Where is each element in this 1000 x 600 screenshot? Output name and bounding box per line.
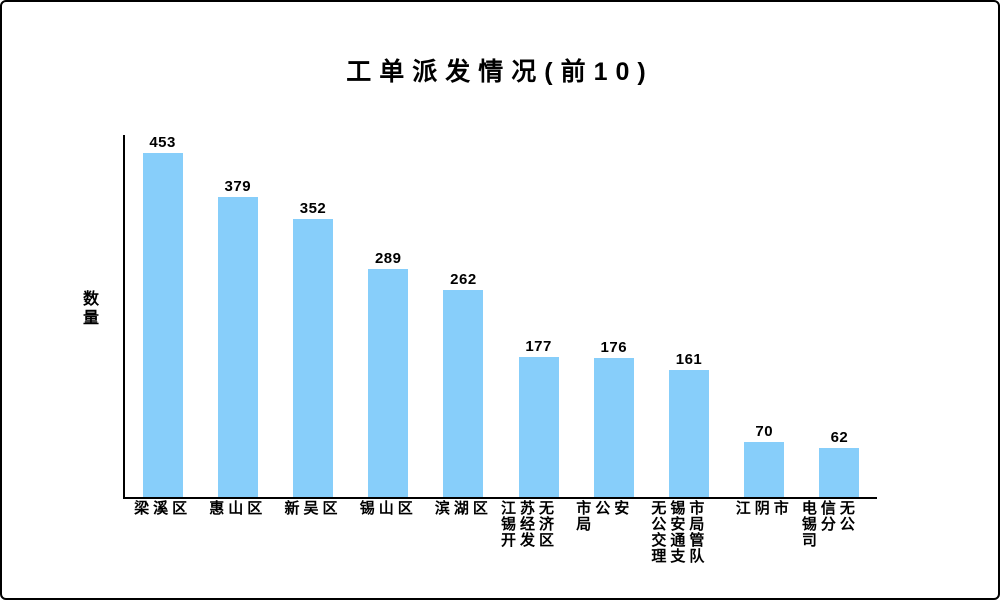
x-axis-label: 锡山区	[359, 500, 417, 517]
x-axis-label: 惠山区	[209, 500, 267, 517]
bar	[293, 219, 333, 497]
bar-slot: 62	[802, 135, 877, 497]
x-axis-label-cell: 电信无锡分公司	[802, 501, 877, 549]
x-axis-label-cell: 梁溪区	[125, 501, 200, 517]
x-axis-label: 江阴市	[735, 500, 793, 517]
x-axis-label: 梁溪区	[134, 500, 192, 517]
bar-slot: 352	[275, 135, 350, 497]
bar-value-label: 453	[149, 134, 176, 151]
x-axis-label: 新吴区	[284, 500, 342, 517]
x-axis-label-cell: 江苏无锡经济开发区	[501, 501, 576, 549]
bar-value-label: 70	[755, 423, 774, 440]
x-axis-label-cell: 市公安局	[576, 501, 651, 533]
bar	[669, 370, 710, 497]
bar-value-label: 177	[525, 338, 552, 355]
plot-area: 453 379 352 289 262 177 176 161 70 62	[123, 135, 877, 499]
bar	[744, 442, 785, 497]
bar-value-label: 176	[600, 339, 628, 356]
y-axis-label: 数量	[82, 291, 99, 327]
x-axis-label-cell: 滨湖区	[426, 501, 501, 517]
bar-slot: 161	[651, 135, 726, 497]
x-axis-label: 滨湖区	[434, 500, 492, 517]
bar	[593, 358, 634, 497]
bar-value-label: 62	[830, 429, 849, 446]
x-axis-label: 无锡市公安局交通管理支队	[651, 500, 709, 565]
bar-slot: 453	[125, 135, 200, 497]
x-axis-label: 电信无锡分公司	[801, 500, 859, 549]
x-axis-label-cell: 惠山区	[200, 501, 275, 517]
bar	[217, 197, 258, 497]
bar-value-label: 289	[374, 250, 402, 267]
x-axis-label: 市公安局	[576, 500, 634, 533]
bar	[819, 448, 860, 497]
chart-title: 工单派发情况(前10)	[346, 58, 654, 86]
bar-value-label: 161	[675, 351, 703, 368]
bar-slot: 176	[576, 135, 651, 497]
bar	[518, 357, 559, 497]
bar-value-label: 262	[450, 271, 477, 288]
bar	[142, 153, 183, 497]
bar-value-label: 352	[299, 200, 327, 217]
x-axis-label-cell: 锡山区	[351, 501, 426, 517]
bar	[443, 290, 484, 497]
bar-slot: 379	[200, 135, 275, 497]
bar	[368, 269, 409, 497]
bar-slot: 262	[426, 135, 501, 497]
x-axis-label-cell: 新吴区	[275, 501, 350, 517]
x-axis-label-cell: 江阴市	[727, 501, 802, 517]
x-axis-labels: 梁溪区 惠山区 新吴区 锡山区 滨湖区 江苏无锡经济开发区 市公安局 无锡市公安局交通管理支队…	[125, 501, 877, 565]
x-axis-label: 江苏无锡经济开发区	[501, 500, 559, 549]
bar-slot: 177	[501, 135, 576, 497]
x-axis-label-cell: 无锡市公安局交通管理支队	[651, 501, 726, 565]
bar-slot: 70	[727, 135, 802, 497]
bar-slot: 289	[351, 135, 426, 497]
bar-value-label: 379	[224, 178, 252, 195]
